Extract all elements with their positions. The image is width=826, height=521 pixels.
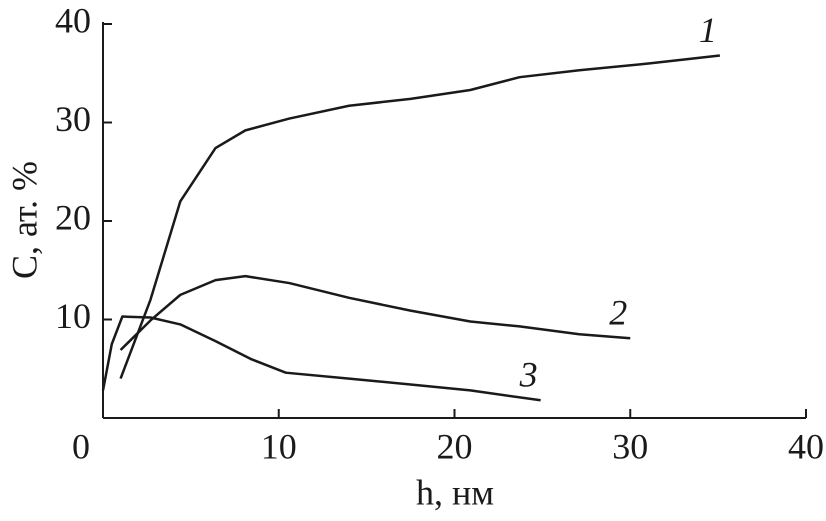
series-label: 1 [699,10,717,50]
y-tick-label: 10 [55,296,91,336]
series-label: 3 [519,355,538,395]
x-axis-label: h, нм [416,472,494,512]
x-tick-label: 20 [437,426,473,466]
x-tick-label: 0 [72,426,90,466]
series-line [101,315,541,402]
y-tick-label: 40 [55,0,91,40]
y-axis-label: C, ат. % [4,161,44,279]
series-line [119,274,631,351]
y-tick-label: 30 [55,99,91,139]
series-label: 2 [609,292,627,332]
series-line [119,54,721,380]
y-tick-label: 20 [55,197,91,237]
x-tick-label: 40 [788,426,824,466]
x-tick-label: 10 [261,426,297,466]
x-tick-label: 30 [612,426,648,466]
